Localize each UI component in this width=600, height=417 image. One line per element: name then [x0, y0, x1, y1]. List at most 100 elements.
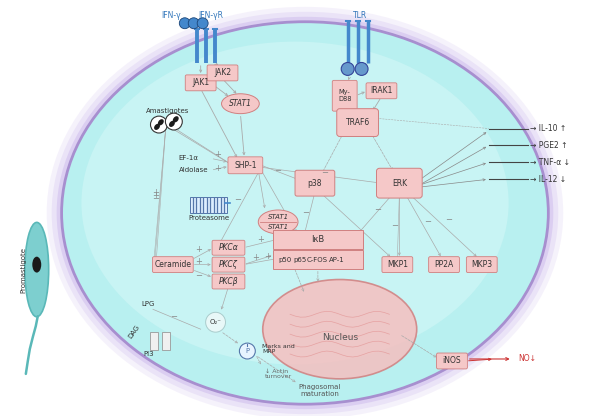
- Text: IFN-γR: IFN-γR: [198, 11, 223, 20]
- FancyBboxPatch shape: [382, 257, 413, 273]
- Text: PKCζ: PKCζ: [219, 260, 238, 269]
- FancyBboxPatch shape: [332, 80, 357, 111]
- Text: +: +: [252, 253, 259, 262]
- Text: −: −: [391, 221, 398, 230]
- Text: +: +: [152, 191, 160, 200]
- Text: Nucleus: Nucleus: [322, 333, 358, 342]
- FancyBboxPatch shape: [366, 83, 397, 99]
- Text: JAK2: JAK2: [214, 68, 231, 78]
- Text: AP-1: AP-1: [329, 256, 344, 263]
- FancyBboxPatch shape: [437, 353, 467, 369]
- Text: STAT1: STAT1: [268, 214, 289, 220]
- Ellipse shape: [154, 124, 160, 130]
- Ellipse shape: [56, 17, 553, 409]
- FancyBboxPatch shape: [337, 109, 379, 136]
- Text: IRAK1: IRAK1: [370, 86, 392, 95]
- Ellipse shape: [258, 210, 298, 234]
- Text: p65: p65: [293, 256, 307, 263]
- FancyBboxPatch shape: [212, 274, 245, 289]
- Ellipse shape: [169, 121, 175, 127]
- Text: +: +: [152, 188, 160, 197]
- Circle shape: [166, 113, 182, 130]
- FancyBboxPatch shape: [212, 240, 245, 255]
- Ellipse shape: [82, 42, 509, 364]
- Text: TRAF6: TRAF6: [346, 118, 370, 127]
- Text: +: +: [257, 235, 264, 244]
- Ellipse shape: [62, 22, 548, 404]
- Ellipse shape: [221, 94, 259, 114]
- Text: IκB: IκB: [311, 235, 325, 244]
- FancyBboxPatch shape: [162, 332, 170, 350]
- Text: PKCβ: PKCβ: [218, 277, 238, 286]
- Text: Promastigote: Promastigote: [21, 246, 27, 293]
- Text: → TNF-α ↓: → TNF-α ↓: [530, 158, 571, 167]
- Text: PI3: PI3: [144, 351, 154, 357]
- Text: Phagosomal
maturation: Phagosomal maturation: [299, 384, 341, 397]
- Text: MKP1: MKP1: [387, 260, 408, 269]
- Ellipse shape: [47, 7, 563, 417]
- Text: +: +: [214, 164, 221, 173]
- Text: STAT1: STAT1: [229, 99, 252, 108]
- FancyBboxPatch shape: [466, 257, 497, 273]
- Text: PP2A: PP2A: [434, 260, 454, 269]
- FancyBboxPatch shape: [295, 170, 335, 196]
- FancyBboxPatch shape: [152, 257, 193, 273]
- Text: → IL-10 ↑: → IL-10 ↑: [530, 124, 567, 133]
- Text: TLR: TLR: [352, 11, 367, 20]
- Text: SHP-1: SHP-1: [234, 161, 257, 170]
- Text: −: −: [170, 312, 178, 321]
- Text: p38: p38: [308, 178, 322, 188]
- Text: −: −: [195, 271, 202, 280]
- Text: +: +: [214, 150, 221, 159]
- Text: iNOS: iNOS: [443, 357, 461, 365]
- Text: −: −: [322, 168, 328, 177]
- Text: DAG: DAG: [127, 323, 141, 339]
- Circle shape: [151, 116, 167, 133]
- Circle shape: [239, 343, 255, 359]
- Text: Aldolase: Aldolase: [179, 167, 208, 173]
- Text: EF-1α: EF-1α: [179, 156, 199, 161]
- Circle shape: [179, 18, 190, 29]
- FancyBboxPatch shape: [185, 75, 216, 91]
- Text: +: +: [195, 245, 202, 254]
- Text: JAK1: JAK1: [192, 78, 209, 87]
- Text: MKP3: MKP3: [471, 260, 493, 269]
- FancyBboxPatch shape: [207, 65, 238, 81]
- Text: → IL-12 ↓: → IL-12 ↓: [530, 175, 566, 184]
- FancyBboxPatch shape: [428, 257, 460, 273]
- Text: NO↓: NO↓: [518, 354, 536, 364]
- FancyBboxPatch shape: [228, 157, 263, 174]
- Text: LPG: LPG: [141, 301, 154, 307]
- Text: +: +: [195, 257, 202, 266]
- Text: −: −: [274, 166, 281, 175]
- Text: STAT1: STAT1: [268, 224, 289, 230]
- Text: ↓ Actin
turnover: ↓ Actin turnover: [265, 369, 292, 379]
- Text: −: −: [234, 196, 241, 205]
- FancyBboxPatch shape: [272, 250, 363, 269]
- FancyBboxPatch shape: [212, 257, 245, 272]
- Text: C-FOS: C-FOS: [307, 256, 328, 263]
- Text: −: −: [424, 217, 431, 226]
- Text: PKCα: PKCα: [218, 243, 238, 252]
- Ellipse shape: [25, 222, 49, 317]
- Text: Amastigotes: Amastigotes: [146, 108, 190, 114]
- Text: IFN-γ: IFN-γ: [161, 11, 181, 20]
- Ellipse shape: [173, 116, 179, 123]
- FancyBboxPatch shape: [272, 230, 363, 249]
- Ellipse shape: [158, 119, 164, 126]
- Text: +: +: [264, 252, 271, 261]
- Text: ERK: ERK: [392, 178, 407, 188]
- Ellipse shape: [341, 63, 354, 75]
- Text: −: −: [152, 194, 160, 203]
- Text: p50: p50: [278, 256, 292, 263]
- FancyBboxPatch shape: [150, 332, 158, 350]
- Ellipse shape: [32, 257, 41, 273]
- Text: −: −: [374, 206, 381, 214]
- Text: My-
D88: My- D88: [338, 89, 352, 102]
- Ellipse shape: [355, 63, 368, 75]
- Circle shape: [197, 18, 208, 29]
- Text: Proteasome: Proteasome: [188, 215, 229, 221]
- Text: P: P: [245, 348, 250, 354]
- Circle shape: [206, 312, 226, 332]
- Circle shape: [188, 18, 199, 29]
